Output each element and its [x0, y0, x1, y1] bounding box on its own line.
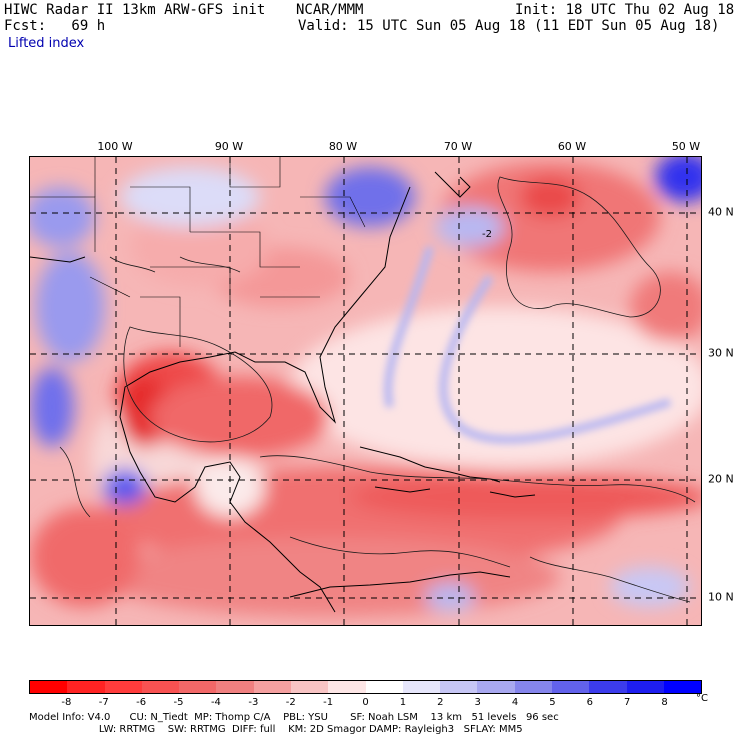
valid-time: Valid: 15 UTC Sun 05 Aug 18 (11 EDT Sun …	[298, 18, 720, 34]
contour-lines	[59, 176, 696, 603]
color-bar-tick: -6	[136, 697, 147, 708]
color-bar-swatch	[290, 681, 329, 693]
lon-label-60w: 60 W	[557, 140, 587, 153]
field-name: Lifted index	[8, 36, 85, 51]
color-bar-swatch	[589, 681, 627, 693]
color-bar-swatch	[365, 681, 403, 693]
color-bar-tick: 8	[661, 697, 668, 708]
color-bar-swatch	[30, 681, 68, 693]
lat-label-40n: 40 N	[708, 205, 734, 219]
color-bar-tick: -2	[285, 697, 296, 708]
political-borders	[30, 157, 366, 347]
contour-label: -2	[482, 229, 492, 240]
color-bar	[29, 680, 702, 694]
lat-label-20n: 20 N	[708, 472, 734, 486]
color-bar-tick: -7	[98, 697, 109, 708]
color-bar-swatch	[179, 681, 217, 693]
color-bar-tick: 0	[362, 697, 369, 708]
color-bar-swatch	[551, 681, 590, 693]
color-bar-tick: 4	[511, 697, 519, 708]
color-bar-tick: -8	[61, 697, 72, 708]
color-bar-swatch	[402, 681, 441, 693]
color-bar-tick: -4	[210, 697, 221, 708]
color-bar-swatch	[67, 681, 105, 693]
lifted-index-map: -2	[29, 156, 702, 626]
lon-label-50w: 50 W	[671, 140, 701, 153]
color-bar-swatch	[104, 681, 142, 693]
lon-label-90w: 90 W	[214, 140, 244, 153]
color-bar-tick: 5	[549, 697, 556, 708]
map-canvas: -2	[30, 157, 701, 625]
model-title: HIWC Radar II 13km ARW-GFS init	[4, 2, 266, 18]
init-time: Init: 18 UTC Thu 02 Aug 18	[515, 2, 735, 18]
color-bar-tick: 3	[474, 697, 481, 708]
color-bar-swatch	[253, 681, 291, 693]
color-bar-tick: 6	[586, 697, 594, 708]
color-bar-swatch	[477, 681, 515, 693]
lon-label-80w: 80 W	[328, 140, 358, 153]
color-bar-swatch	[514, 681, 552, 693]
color-bar-unit: °C	[696, 693, 708, 704]
color-bar-tick: 2	[437, 697, 444, 708]
forecast-hour: Fcst: 69 h	[4, 18, 106, 34]
color-bar-tick: 1	[399, 697, 407, 708]
lat-label-30n: 30 N	[708, 346, 734, 360]
color-bar-swatch	[216, 681, 254, 693]
color-bar-swatch	[626, 681, 664, 693]
color-bar-tick: -5	[173, 697, 184, 708]
color-bar-swatch	[328, 681, 366, 693]
lon-label-100w: 100 W	[97, 140, 133, 153]
lon-label-70w: 70 W	[443, 140, 473, 153]
color-bar-swatch	[440, 681, 478, 693]
org-label: NCAR/MMM	[296, 2, 364, 18]
color-bar-swatch	[663, 681, 702, 693]
color-bar-tick: 7	[624, 697, 631, 708]
field-swirl	[384, 245, 672, 444]
color-bar-tick: -1	[323, 697, 334, 708]
color-bar-tick: -3	[248, 697, 259, 708]
model-info-line1: Model Info: V4.0 CU: N_Tiedt MP: Thomp C…	[29, 712, 559, 723]
lat-lon-grid	[30, 157, 701, 625]
model-info-line2: LW: RRTMG SW: RRTMG DIFF: full KM: 2D Sm…	[29, 724, 523, 735]
color-bar-swatch	[141, 681, 180, 693]
lat-label-10n: 10 N	[708, 590, 734, 604]
